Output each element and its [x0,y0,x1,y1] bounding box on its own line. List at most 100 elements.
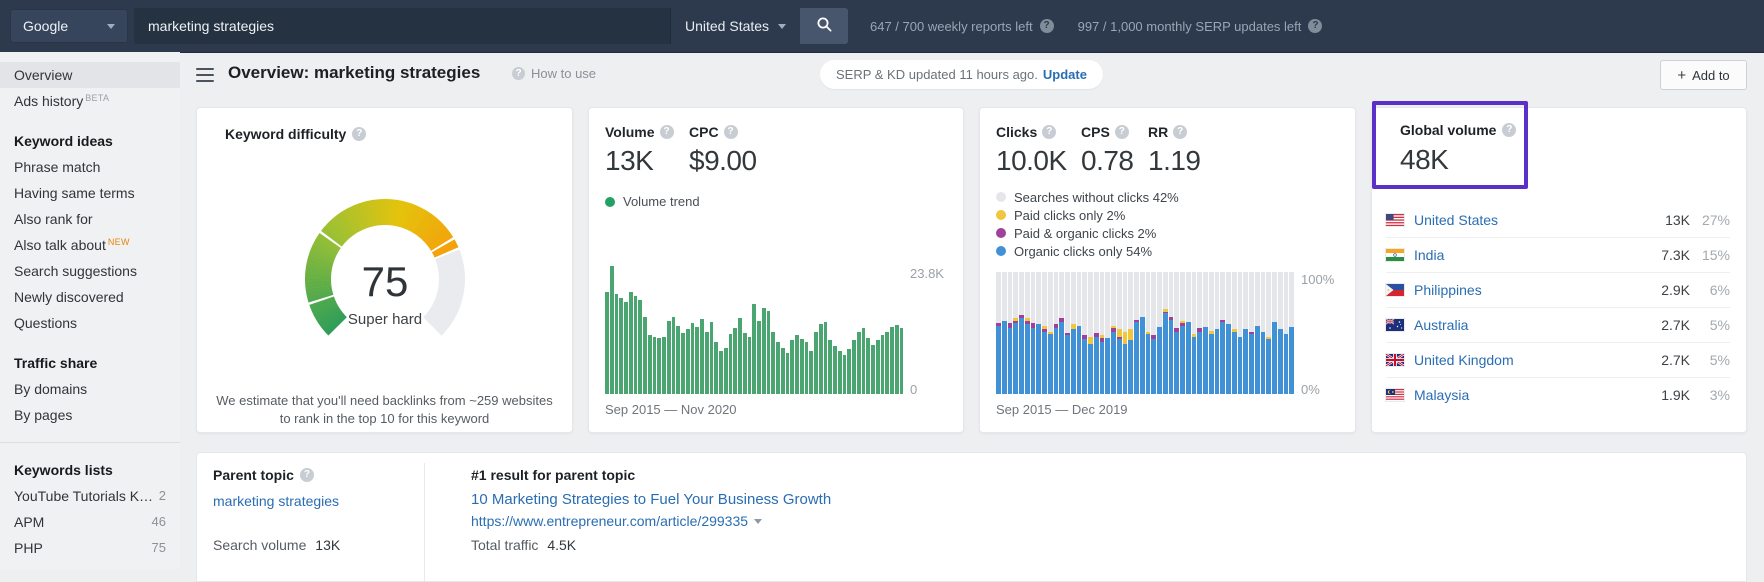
clicks-bar [1042,272,1047,394]
sidebar-item-also-rank-for[interactable]: Also rank for [0,206,180,232]
help-icon[interactable] [1042,125,1057,139]
sidebar-item-ads-history[interactable]: Ads history BETA [0,88,180,114]
help-icon[interactable] [659,125,674,139]
cpc-metric: CPC $9.00 [689,124,757,177]
keyword-difficulty-card: Keyword difficulty 75 Super hard We esti… [196,107,573,433]
sidebar-item-youtube-tutorials-k[interactable]: YouTube Tutorials K… 2 [0,483,180,509]
legend-dot-icon [996,192,1006,202]
country-link[interactable]: United Kingdom [1414,352,1514,368]
volume-bar [852,340,856,394]
country-volume: 2.7K [1661,317,1690,333]
sidebar-item-label: APM [14,514,45,530]
country-link[interactable]: United States [1414,212,1499,228]
clicks-bar [1277,272,1283,394]
global-volume-title: Global volume [1400,122,1517,138]
bar-segment [1134,319,1139,323]
chevron-down-icon [107,23,115,29]
metric-label: RR [1148,124,1169,140]
bar-segment [1093,272,1099,333]
sidebar-item-php[interactable]: PHP 75 [0,535,180,561]
add-to-button[interactable]: Add to [1660,60,1747,90]
bar-segment [1180,323,1185,326]
sidebar-item-search-suggestions[interactable]: Search suggestions [0,258,180,284]
sidebar-item-questions[interactable]: Questions [0,310,180,336]
sidebar-item-having-same-terms[interactable]: Having same terms [0,180,180,206]
bar-segment [1122,343,1128,394]
top-result-title: #1 result for parent topic [471,467,636,483]
sidebar-item-apm[interactable]: APM 46 [0,509,180,535]
help-icon[interactable] [1308,19,1323,33]
help-icon[interactable] [1502,123,1517,137]
volume-bar [766,311,771,394]
search-engine-select[interactable]: Google [10,9,128,43]
metric-label: CPC [689,124,719,140]
sidebar-item-phrase-match[interactable]: Phrase match [0,154,180,180]
search-button[interactable] [800,8,848,44]
menu-toggle-icon[interactable] [196,68,214,82]
sidebar-item-label: PHP [14,540,43,556]
sidebar-section-title-keyword-ideas: Keyword ideas [14,133,113,149]
country-link[interactable]: India [1414,247,1445,263]
how-to-use-link[interactable]: How to use [512,66,596,81]
volume-bar [761,307,766,394]
bar-segment [1047,334,1053,394]
volume-bar [890,327,894,394]
help-icon[interactable] [1039,19,1054,33]
parent-topic-keyword-link[interactable]: marketing strategies [213,493,340,509]
volume-value: 13K [605,145,654,176]
volume-bar [861,328,866,394]
country-link[interactable]: Philippines [1414,282,1482,298]
card-title-text: Keyword difficulty [225,126,347,142]
clicks-bar [1030,272,1036,394]
clicks-bar [1007,272,1013,394]
help-icon[interactable] [1114,125,1129,139]
country-link[interactable]: Malaysia [1414,387,1470,403]
sidebar-item-label: Ads history [14,93,84,109]
x-axis-range-label: Sep 2015 — Nov 2020 [605,402,737,417]
volume-bar [856,331,861,394]
clicks-bar [1076,272,1082,394]
keywords-list-count: 75 [151,540,166,555]
metric-label: Volume [605,124,655,140]
page-title: Overview: marketing strategies [228,63,481,82]
sidebar-item-label: By pages [14,407,73,423]
badge-new: NEW [107,237,130,247]
clicks-bar [1059,272,1064,394]
rr-value: 1.19 [1148,145,1201,176]
update-link[interactable]: Update [1042,67,1087,82]
keyword-search-input[interactable] [134,8,670,44]
weekly-reports-text: 647 / 700 weekly reports left [870,18,1033,34]
country-row-malaysia: Malaysia 1.9K 3% [1386,377,1730,412]
bar-segment [1099,337,1105,342]
volume-bar [676,326,680,394]
bar-segment [1272,322,1277,394]
sidebar-item-by-domains[interactable]: By domains [0,376,180,402]
clicks-bar [1162,272,1168,394]
top-result-url[interactable]: https://www.entrepreneur.com/article/299… [471,513,763,529]
help-icon[interactable] [299,468,314,482]
bar-segment [1249,272,1254,332]
sidebar-item-by-pages[interactable]: By pages [0,402,180,428]
bar-segment [1197,328,1202,332]
bar-segment [1180,325,1185,394]
country-select[interactable]: United States [670,8,800,44]
gauge-label: Super hard [348,311,422,328]
sidebar-item-overview[interactable]: Overview [0,62,180,88]
help-icon[interactable] [723,125,738,139]
country-share: 27% [1701,212,1730,228]
clicks-bar [1047,272,1053,394]
bar-segment [1151,339,1156,394]
bar-segment [1208,334,1214,394]
bar-segment [1001,272,1007,321]
help-icon[interactable] [1173,125,1188,139]
sidebar-item-newly-discovered[interactable]: Newly discovered [0,284,180,310]
sidebar-section-title-keywords-lists: Keywords lists [14,462,113,478]
volume-bar [757,320,761,394]
sidebar-item-also-talk-about[interactable]: Also talk about NEW [0,232,180,258]
bar-segment [1231,329,1237,332]
bar-segment [1260,272,1266,332]
bar-segment [1145,331,1151,335]
help-icon[interactable] [352,127,367,141]
country-link[interactable]: Australia [1414,317,1469,333]
top-result-link[interactable]: 10 Marketing Strategies to Fuel Your Bus… [471,491,832,508]
